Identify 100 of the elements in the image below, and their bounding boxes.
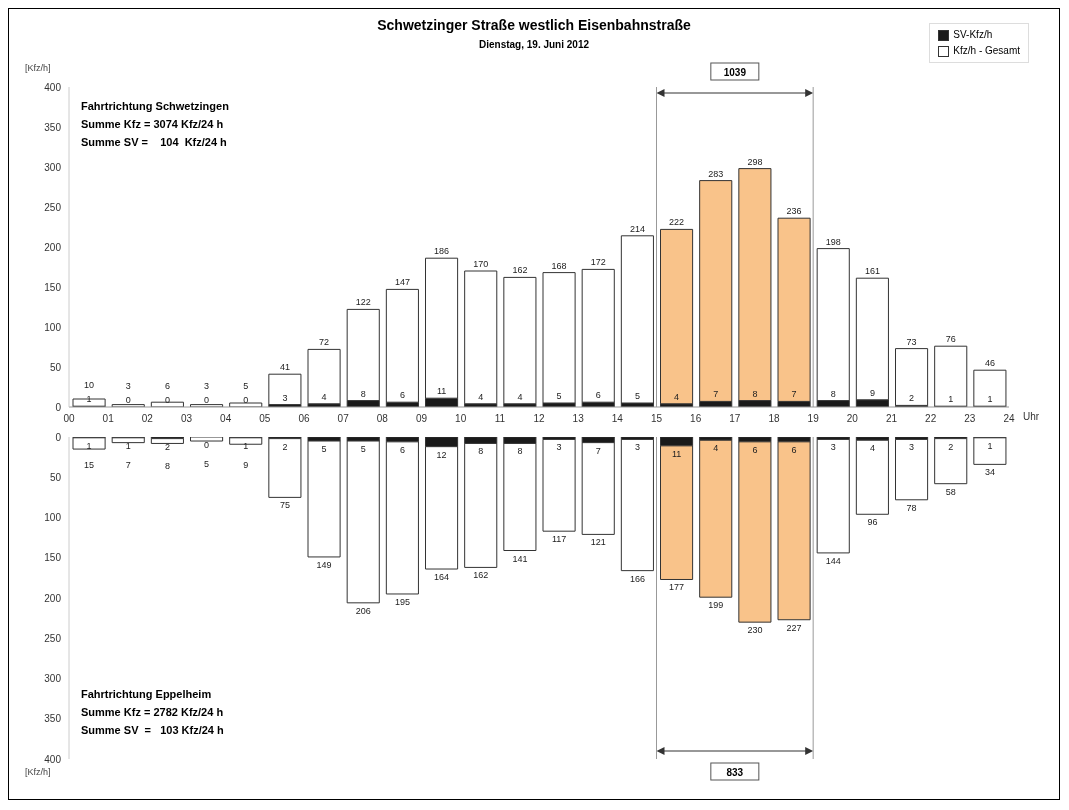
x-tick-label: 18 bbox=[768, 413, 780, 425]
data-label: 6 bbox=[752, 444, 758, 455]
total-label: 72 bbox=[319, 337, 330, 348]
total-label: 236 bbox=[786, 206, 802, 217]
x-tick-label: 02 bbox=[141, 413, 154, 425]
total-label: 147 bbox=[394, 277, 410, 288]
annotation: Fahrtrichtung Eppelheim bbox=[81, 687, 213, 702]
data-label: 11 bbox=[436, 386, 447, 397]
annotation: Summe Kfz = 3074 Kfz/24 h bbox=[81, 117, 225, 132]
data-label: 4 bbox=[321, 391, 327, 402]
y-tick-label: 100 bbox=[44, 512, 62, 524]
y-tick-label: 300 bbox=[44, 161, 62, 173]
total-label: 195 bbox=[394, 596, 410, 607]
y-tick-label: 0 bbox=[55, 431, 62, 443]
x-tick-label: 14 bbox=[611, 413, 624, 425]
total-label: 172 bbox=[590, 257, 606, 268]
text: 1039 bbox=[723, 67, 747, 78]
total-label: 41 bbox=[279, 362, 290, 373]
total-label: 5 bbox=[204, 459, 210, 469]
x-tick-label: 23 bbox=[964, 413, 976, 425]
x-tick-label: 10 bbox=[455, 413, 467, 425]
legend-label: Kfz/h - Gesamt bbox=[953, 44, 1020, 58]
y-tick-label: 0 bbox=[55, 401, 62, 413]
annotation: Fahrtrichtung Schwetzingen bbox=[81, 99, 229, 114]
data-label: 0 bbox=[243, 395, 249, 405]
legend-label: SV-Kfz/h bbox=[953, 28, 993, 42]
total-label: 199 bbox=[708, 600, 724, 611]
x-tick-label: 06 bbox=[298, 413, 310, 425]
chart-title: Schwetzinger Straße westlich Eisenbahnstraße bbox=[377, 17, 691, 33]
data-label: 0 bbox=[204, 440, 210, 450]
data-label: 5 bbox=[360, 444, 366, 455]
x-tick-label: 17 bbox=[729, 413, 741, 425]
data-label: 7 bbox=[595, 445, 601, 456]
total-label: 162 bbox=[512, 265, 528, 276]
data-label: 1 bbox=[948, 394, 954, 405]
data-label: 2 bbox=[164, 441, 170, 452]
data-label: 11 bbox=[671, 448, 682, 459]
total-label: 5 bbox=[243, 381, 249, 391]
total-label: 117 bbox=[551, 534, 567, 545]
data-label: 8 bbox=[478, 446, 484, 457]
data-label: 6 bbox=[595, 390, 601, 401]
total-label: 8 bbox=[164, 460, 170, 471]
data-label: 7 bbox=[791, 389, 797, 400]
x-tick-label: 16 bbox=[690, 413, 702, 425]
data-label: 8 bbox=[517, 446, 523, 457]
data-label: 6 bbox=[399, 390, 405, 401]
y-tick-label: 100 bbox=[44, 321, 62, 333]
data-label: 1 bbox=[86, 440, 92, 451]
data-label: 7 bbox=[713, 389, 719, 400]
y-tick-label: 400 bbox=[44, 81, 62, 93]
total-label: 162 bbox=[473, 570, 489, 581]
total-label: 168 bbox=[551, 260, 567, 271]
annotation: Summe SV = 104 Kfz/24 h bbox=[81, 135, 228, 150]
data-label: 6 bbox=[791, 444, 797, 455]
y-tick-label: 350 bbox=[44, 713, 62, 725]
data-label: 0 bbox=[204, 395, 210, 405]
data-label: 3 bbox=[830, 442, 836, 453]
total-label: 34 bbox=[984, 467, 995, 478]
y-tick-label: 200 bbox=[44, 241, 62, 253]
y-tick-label: 250 bbox=[44, 201, 62, 213]
x-tick-label: 22 bbox=[925, 413, 937, 425]
x-tick-label: 03 bbox=[180, 413, 193, 425]
text: 833 bbox=[726, 767, 744, 778]
total-label: 73 bbox=[906, 336, 917, 347]
data-label: 8 bbox=[360, 388, 366, 399]
total-label: 58 bbox=[945, 486, 956, 497]
y-tick-label: 150 bbox=[44, 552, 62, 564]
total-label: 186 bbox=[434, 246, 450, 257]
total-label: 75 bbox=[279, 500, 290, 511]
data-label: 3 bbox=[634, 442, 640, 453]
annotation: Summe SV = 103 Kfz/24 h bbox=[81, 723, 224, 738]
data-label: 1 bbox=[243, 440, 249, 451]
total-label: 6 bbox=[164, 381, 170, 391]
y-tick-label: 400 bbox=[44, 753, 62, 765]
y-tick-label: 350 bbox=[44, 121, 62, 133]
total-label: 227 bbox=[786, 622, 802, 633]
y-tick-label: 50 bbox=[49, 471, 62, 483]
x-tick-label: 19 bbox=[807, 413, 820, 425]
data-label: 9 bbox=[869, 387, 875, 398]
x-tick-label: 24 bbox=[1003, 413, 1015, 425]
data-label: 12 bbox=[436, 449, 447, 460]
x-tick-label: 09 bbox=[415, 413, 428, 425]
data-label: 5 bbox=[634, 391, 640, 401]
chart-subtitle: Dienstag, 19. Juni 2012 bbox=[478, 39, 590, 50]
x-tick-label: 11 bbox=[494, 413, 506, 425]
data-label: 1 bbox=[86, 394, 92, 405]
total-label: 122 bbox=[355, 297, 371, 308]
data-label: 4 bbox=[478, 391, 484, 402]
annotation: Summe Kfz = 2782 Kfz/24 h bbox=[81, 705, 224, 720]
data-label: 1 bbox=[987, 440, 993, 451]
x-tick-label: 04 bbox=[220, 413, 232, 425]
y-tick-label: 250 bbox=[44, 632, 62, 644]
total-label: 141 bbox=[512, 553, 528, 564]
total-label: 177 bbox=[669, 582, 685, 593]
data-label: 1 bbox=[125, 440, 131, 451]
y-tick-label: 200 bbox=[44, 592, 62, 604]
total-label: 170 bbox=[473, 259, 489, 269]
total-label: 9 bbox=[243, 459, 249, 470]
x-tick-label: 20 bbox=[846, 413, 859, 425]
total-label: 76 bbox=[945, 334, 956, 345]
